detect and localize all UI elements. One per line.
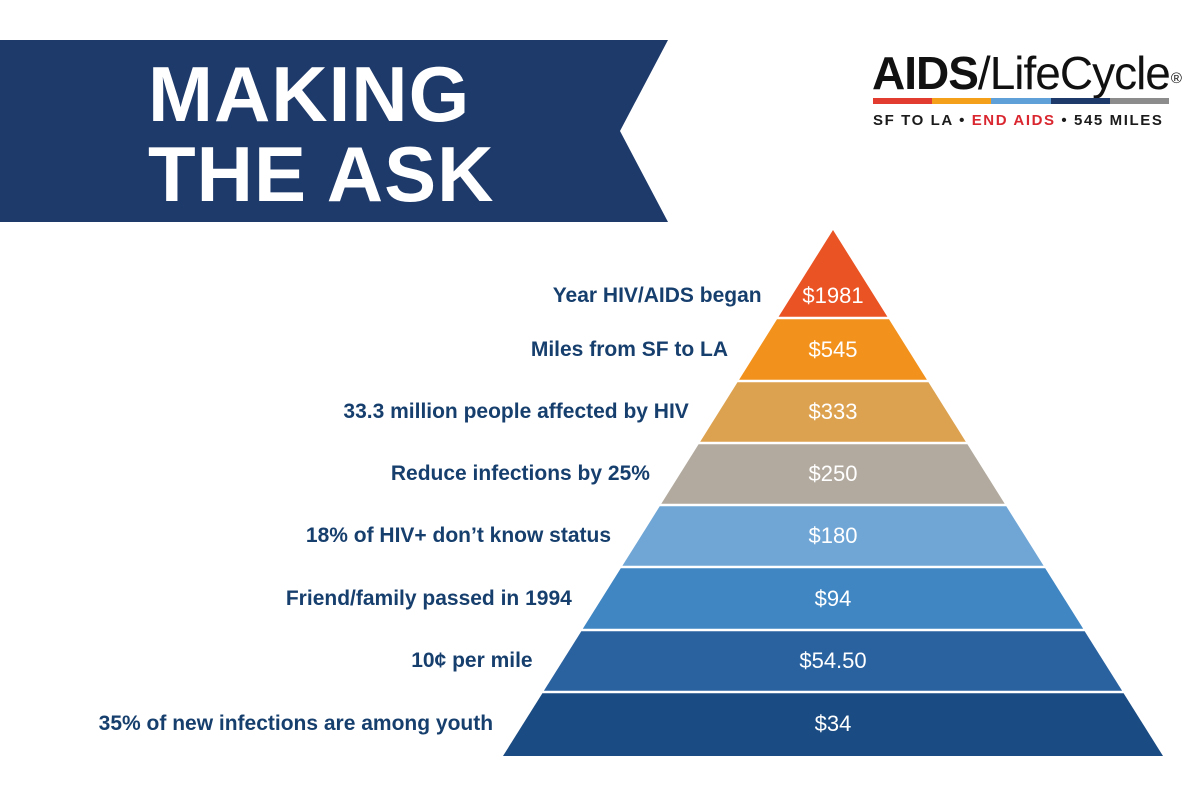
tier-label: Miles from SF to LA	[530, 337, 729, 361]
tier-label: 18% of HIV+ don’t know status	[305, 524, 612, 547]
tier-amount: $250	[808, 461, 858, 486]
tier-amount: $94	[814, 585, 852, 611]
title-line-1: MAKING	[148, 50, 471, 138]
pyramid-tier	[582, 568, 1084, 629]
tier-label: Reduce infections by 25%	[390, 462, 650, 485]
pyramid-tier	[778, 230, 888, 317]
logo-stripe-segment	[873, 98, 933, 104]
tier-amount: $34	[814, 711, 852, 736]
tier-amount: $54.50	[799, 648, 867, 673]
logo-stripe-segment	[1050, 98, 1110, 104]
title-line-2: THE ASK	[148, 130, 495, 218]
tagline-miles: • 545 MILES	[1061, 112, 1164, 129]
tier-amount: $1981	[802, 283, 864, 308]
logo-stripe-segment	[932, 98, 992, 104]
logo-stripe-segment	[991, 98, 1051, 104]
tagline-route: SF TO LA •	[873, 112, 966, 129]
logo-color-stripe	[873, 98, 1170, 104]
pyramid-tier	[622, 506, 1044, 566]
tier-label: Friend/family passed in 1994	[285, 586, 572, 610]
tagline-end-aids: END AIDS	[971, 112, 1056, 129]
tier-label: 33.3 million people affected by HIV	[343, 400, 689, 423]
registered-mark: ®	[1170, 70, 1182, 87]
pyramid-tier	[503, 693, 1163, 756]
logo-wordmark: AIDS/LifeCycle®	[872, 47, 1182, 99]
tier-amount: $545	[808, 336, 858, 362]
logo-lifecycle: LifeCycle	[989, 47, 1171, 99]
pyramid-tier	[543, 631, 1123, 691]
tier-label: 35% of new infections are among youth	[98, 712, 494, 735]
pyramid-tier	[700, 382, 966, 442]
tier-label: 10¢ per mile	[411, 649, 533, 672]
pyramid-tier	[661, 444, 1005, 504]
logo-stripe-segment	[1109, 98, 1170, 104]
tier-label: Year HIV/AIDS began	[552, 284, 762, 307]
tier-amount: $180	[808, 523, 858, 548]
aids-lifecycle-logo: AIDS/LifeCycle® SF TO LA • END AIDS • 54…	[870, 47, 1182, 138]
logo-tagline: SF TO LA • END AIDS • 545 MILES	[873, 112, 1163, 129]
logo-aids: AIDS	[872, 47, 979, 99]
tier-amount: $333	[808, 399, 858, 424]
logo-slash: /	[977, 47, 991, 99]
banner-shape	[0, 40, 668, 222]
pyramid-tier	[739, 319, 927, 380]
title-banner: MAKING THE ASK	[0, 0, 700, 240]
